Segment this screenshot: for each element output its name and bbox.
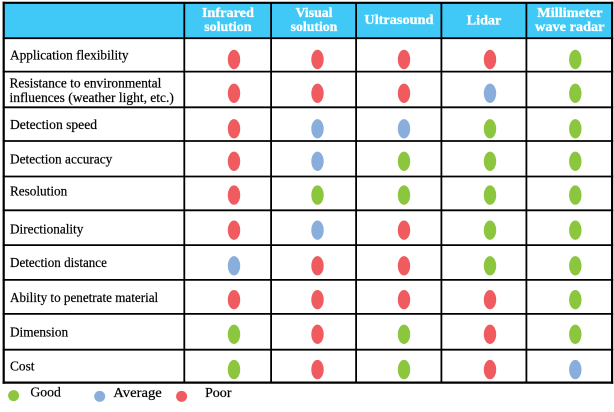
svg-text:Millimeter: Millimeter [537, 5, 602, 20]
svg-text:Application flexibility: Application flexibility [10, 48, 129, 63]
svg-text:wave radar: wave radar [535, 19, 605, 34]
svg-text:Poor: Poor [205, 386, 232, 401]
svg-text:Infrared: Infrared [202, 5, 254, 20]
svg-text:Detection speed: Detection speed [10, 117, 97, 132]
svg-text:Average: Average [113, 386, 162, 401]
svg-text:Ultrasound: Ultrasound [364, 12, 433, 27]
svg-text:Cost: Cost [10, 359, 35, 374]
svg-text:Dimension: Dimension [10, 324, 68, 339]
svg-text:solution: solution [204, 19, 252, 34]
svg-text:Lidar: Lidar [467, 12, 502, 27]
svg-text:influences (weather light, etc: influences (weather light, etc.) [10, 90, 174, 105]
svg-text:solution: solution [291, 19, 338, 34]
svg-text:Visual: Visual [296, 5, 333, 20]
svg-text:Resolution: Resolution [10, 183, 67, 198]
svg-text:Good: Good [30, 386, 61, 401]
svg-text:Ability to penetrate material: Ability to penetrate material [10, 290, 158, 305]
svg-text:Detection accuracy: Detection accuracy [10, 152, 113, 167]
svg-text:Resistance to environmental: Resistance to environmental [10, 76, 162, 91]
svg-text:Directionality: Directionality [10, 222, 84, 237]
svg-text:Detection distance: Detection distance [10, 255, 107, 270]
